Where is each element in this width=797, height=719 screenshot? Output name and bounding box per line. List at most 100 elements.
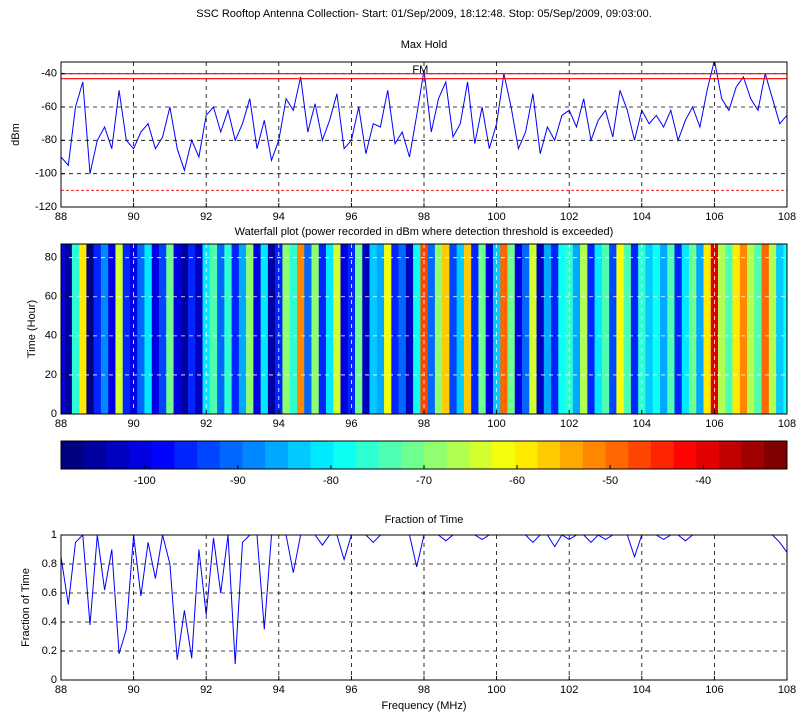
x-tick-label: 94	[273, 684, 285, 696]
colorbar-swatch	[718, 441, 743, 469]
colorbar-frame	[60, 440, 788, 470]
heatmap-cell	[616, 244, 624, 414]
heatmap-cell	[202, 244, 211, 414]
colorbar-tick-label: -100	[134, 475, 156, 487]
heatmap-cell	[674, 244, 683, 414]
plot-area	[61, 244, 787, 414]
heatmap-cell	[507, 244, 516, 414]
heatmap-cell	[551, 244, 559, 414]
heatmap-cell	[623, 244, 632, 414]
x-tick-label: 98	[418, 418, 430, 430]
y-tick-label: -100	[35, 168, 57, 180]
heatmap-cell	[565, 244, 574, 414]
heatmap-cell	[783, 244, 787, 414]
x-tick-label: 106	[705, 418, 723, 430]
annotation: FM	[412, 64, 428, 76]
x-tick-label: 102	[560, 211, 578, 223]
heatmap-cell	[492, 244, 501, 414]
heatmap-cell	[217, 244, 225, 414]
x-tick-label: 96	[345, 211, 357, 223]
colorbar-swatch	[355, 441, 380, 469]
colorbar-swatch	[151, 441, 175, 469]
x-tick-label: 94	[273, 418, 285, 430]
heatmap-cell	[638, 244, 646, 414]
heatmap-cell	[681, 244, 690, 414]
heatmap-cell	[159, 244, 167, 414]
heatmap-cell	[253, 244, 261, 414]
heatmap-cell	[500, 244, 508, 414]
x-tick-label: 90	[127, 211, 139, 223]
colorbar-swatch	[673, 441, 697, 469]
panel-title: Max Hold	[401, 39, 447, 51]
plot-area	[61, 535, 787, 680]
heatmap-cell	[587, 244, 595, 414]
x-tick-label: 98	[418, 684, 430, 696]
colorbar-swatch	[61, 441, 85, 469]
heatmap-cell	[122, 244, 131, 414]
heatmap-cell	[79, 244, 87, 414]
heatmap-cell	[209, 244, 218, 414]
x-tick-label: 100	[487, 211, 505, 223]
colorbar-tick-label: -70	[416, 475, 432, 487]
heatmap-cell	[529, 244, 537, 414]
colorbar-swatch	[764, 441, 788, 469]
heatmap-cell	[478, 244, 487, 414]
heatmap-cell	[463, 244, 472, 414]
heatmap-cell	[100, 244, 109, 414]
x-tick-label: 94	[273, 211, 285, 223]
heatmap-cell	[696, 244, 704, 414]
heatmap-cell	[391, 244, 399, 414]
heatmap-cell	[180, 244, 189, 414]
x-tick-label: 92	[200, 418, 212, 430]
x-tick-label: 100	[487, 684, 505, 696]
heatmap-cell	[246, 244, 254, 414]
colorbar-swatch	[582, 441, 606, 469]
x-tick-label: 108	[778, 211, 796, 223]
heatmap-cell	[572, 244, 581, 414]
heatmap-cell	[137, 244, 145, 414]
y-tick-label: 0.8	[42, 558, 57, 570]
heatmap-cell	[224, 244, 232, 414]
colorbar-tick-label: -50	[602, 475, 618, 487]
heatmap-cell	[739, 244, 748, 414]
heatmap-cell	[558, 244, 566, 414]
colorbar-swatch	[83, 441, 107, 469]
y-tick-label: 20	[45, 369, 57, 381]
colorbar-tick-label: -60	[509, 475, 525, 487]
colorbar-swatch	[492, 441, 516, 469]
heatmap-cell	[718, 244, 726, 414]
heatmap-cell	[659, 244, 668, 414]
y-tick-label: 0.6	[42, 587, 57, 599]
data-line	[61, 535, 787, 665]
heatmap-cell	[151, 244, 160, 414]
heatmap-cell	[536, 244, 545, 414]
colorbar-swatch	[446, 441, 470, 469]
heatmap-cell	[129, 244, 138, 414]
x-tick-label: 102	[560, 418, 578, 430]
x-tick-label: 108	[778, 684, 796, 696]
x-tick-label: 90	[127, 418, 139, 430]
panel-title: Fraction of Time	[385, 514, 464, 526]
heatmap-cell	[304, 244, 312, 414]
heatmap-cell	[318, 244, 327, 414]
heatmap-cell	[333, 244, 341, 414]
x-tick-label: 108	[778, 418, 796, 430]
heatmap-cell	[645, 244, 653, 414]
colorbar-swatch	[197, 441, 221, 469]
x-tick-label: 96	[345, 684, 357, 696]
heatmap-cell	[282, 244, 290, 414]
y-tick-label: 40	[45, 330, 57, 342]
heatmap-cell	[652, 244, 661, 414]
heatmap-cell	[398, 244, 407, 414]
colorbar-swatch	[628, 441, 652, 469]
heatmap-cell	[173, 244, 182, 414]
x-tick-label: 92	[200, 211, 212, 223]
heatmap-cell	[688, 244, 697, 414]
heatmap-cell	[747, 244, 755, 414]
y-tick-label: 0	[51, 408, 57, 420]
heatmap-cell	[442, 244, 450, 414]
y-tick-label: -80	[41, 134, 57, 146]
x-tick-label: 100	[487, 418, 505, 430]
x-tick-label: 102	[560, 684, 578, 696]
x-tick-label: 88	[55, 684, 67, 696]
